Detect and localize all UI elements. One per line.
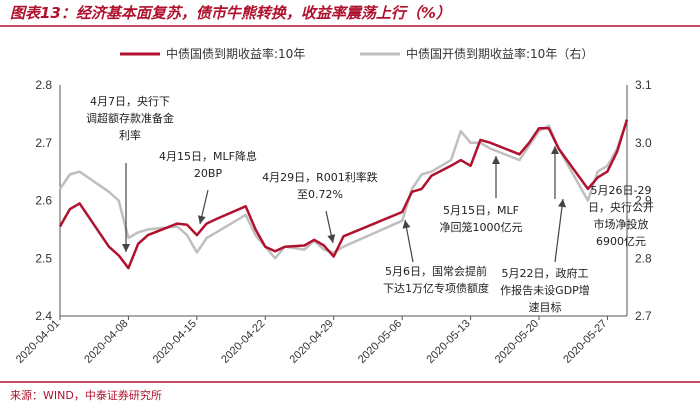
annotation-text: 净回笼1000亿元 bbox=[440, 220, 523, 234]
y-right-tick-label: 3.0 bbox=[635, 136, 652, 150]
x-tick-label: 2020-05-13 bbox=[424, 318, 472, 366]
y-right-tick-label: 3.1 bbox=[635, 78, 652, 92]
x-tick-label: 2020-04-29 bbox=[288, 318, 336, 366]
annotation-arrowhead-1 bbox=[197, 215, 206, 224]
annotation-text: 至0.72% bbox=[297, 188, 343, 201]
annotation-text: 5月22日，政府工 bbox=[502, 266, 589, 280]
y-right-tick-label: 2.9 bbox=[635, 194, 652, 208]
y-right-tick-label: 2.8 bbox=[635, 251, 652, 265]
x-tick-label: 2020-04-01 bbox=[14, 318, 62, 366]
x-tick-label: 2020-05-20 bbox=[493, 318, 541, 366]
annotation-text: 4月7日，央行下 bbox=[90, 95, 170, 108]
annotation-text: 4月15日，MLF降息 bbox=[159, 149, 257, 163]
y-left-tick-label: 2.7 bbox=[35, 136, 52, 150]
annotation-text: 作报告未设GDP增 bbox=[500, 283, 590, 297]
legend-label-1: 中债国开债到期收益率:10年（右） bbox=[406, 46, 593, 61]
annotation-text: 日，央行公开 bbox=[588, 201, 654, 214]
annotation-arrow-5 bbox=[554, 198, 564, 263]
annotation-text: 5月6日，国常会提前 bbox=[385, 264, 487, 278]
y-left-tick-label: 2.6 bbox=[35, 194, 52, 208]
series-line-0 bbox=[58, 119, 629, 270]
x-tick-label: 2020-04-22 bbox=[219, 318, 267, 366]
annotation-arrowhead-4 bbox=[492, 156, 500, 164]
annotation-text: 调超额存款准备金 bbox=[86, 111, 174, 125]
legend-label-0: 中债国债到期收益率:10年 bbox=[166, 46, 305, 61]
x-tick-label: 2020-05-06 bbox=[356, 318, 404, 366]
x-tick-label: 2020-05-27 bbox=[561, 318, 609, 366]
annotation-text: 4月29日，R001利率跌 bbox=[262, 170, 378, 184]
y-left-tick-label: 2.8 bbox=[35, 78, 52, 92]
annotation-arrowhead-0 bbox=[122, 244, 130, 252]
annotation-text: 速目标 bbox=[529, 300, 562, 314]
source-group: 来源：WIND，中泰证券研究所 bbox=[0, 381, 700, 402]
x-tick-label: 2020-04-15 bbox=[151, 318, 199, 366]
x-tick-label: 2020-04-08 bbox=[82, 318, 130, 366]
annotation-text: 5月15日，MLF bbox=[443, 204, 519, 217]
annotation-text: 5月26日-29 bbox=[591, 184, 652, 197]
annotation-text: 下达1万亿专项债额度 bbox=[383, 281, 489, 295]
annotation-arrowhead-3 bbox=[402, 220, 411, 229]
y-left-tick-label: 2.4 bbox=[35, 309, 52, 323]
y-left-tick-label: 2.5 bbox=[35, 251, 52, 265]
chart-title-group: 图表13：经济基本面复苏，债市牛熊转换，收益率震荡上行（%） bbox=[0, 4, 700, 27]
series-group bbox=[58, 119, 629, 270]
annotation-arrowhead-6 bbox=[551, 146, 559, 154]
annotation-text: 20BP bbox=[194, 167, 223, 180]
y-right-tick-label: 2.7 bbox=[635, 309, 652, 323]
legend: 中债国债到期收益率:10年 中债国开债到期收益率:10年（右） bbox=[120, 46, 593, 61]
source-text: 来源：WIND，中泰证券研究所 bbox=[10, 388, 162, 402]
chart-title: 图表13：经济基本面复苏，债市牛熊转换，收益率震荡上行（%） bbox=[10, 4, 451, 22]
annotation-text: 利率 bbox=[119, 128, 141, 142]
annotation-arrowhead-5 bbox=[558, 199, 566, 208]
annotation-text: 市场净投放 bbox=[594, 217, 649, 231]
annotation-arrowhead-2 bbox=[327, 234, 336, 243]
annotation-text: 6900亿元 bbox=[596, 235, 646, 248]
